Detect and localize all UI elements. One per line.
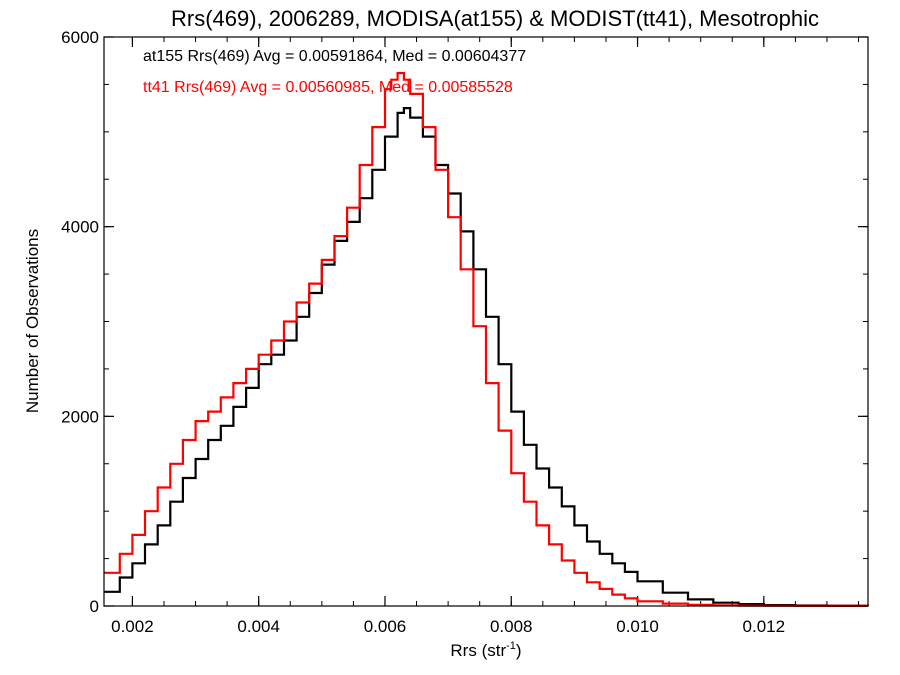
annotation-red: tt41 Rrs(469) Avg = 0.00560985, Med = 0.… xyxy=(143,79,513,96)
x-tick-label: 0.004 xyxy=(237,617,280,636)
y-axis-label: Number of Observations xyxy=(23,229,42,413)
x-tick-label: 0.006 xyxy=(364,617,407,636)
y-tick-label: 6000 xyxy=(61,28,99,47)
x-tick-label: 0.012 xyxy=(743,617,786,636)
y-tick-label: 2000 xyxy=(61,407,99,426)
x-tick-label: 0.008 xyxy=(490,617,533,636)
x-tick-label: 0.010 xyxy=(616,617,659,636)
minor-ticks xyxy=(104,36,868,607)
tick-labels: 0.002 0.004 0.006 0.008 0.010 0.012 0 2000 4000 6… xyxy=(61,28,785,636)
x-axis-label-sup: -1 xyxy=(506,640,516,652)
x-axis-label: Rrs (str-1) xyxy=(450,640,521,660)
y-tick-label: 4000 xyxy=(61,218,99,237)
y-tick-label: 0 xyxy=(90,597,99,616)
major-ticks xyxy=(104,36,868,607)
series-layer xyxy=(104,71,870,607)
x-axis-label-tail: ) xyxy=(516,641,522,660)
x-tick-label: 0.002 xyxy=(111,617,154,636)
chart-title: Rrs(469), 2006289, MODISA(at155) & MODIS… xyxy=(171,6,819,31)
x-axis-label-main: Rrs (str xyxy=(450,641,506,660)
plot-frame xyxy=(103,36,869,607)
annotation-black: at155 Rrs(469) Avg = 0.00591864, Med = 0… xyxy=(143,48,526,65)
series-line-1 xyxy=(104,71,868,607)
